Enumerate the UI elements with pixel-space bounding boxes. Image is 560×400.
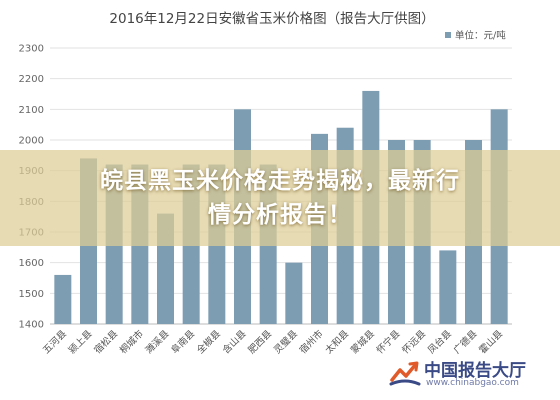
headline-banner — [0, 150, 560, 246]
headline-text: 皖县黑玉米价格走势揭秘，最新行 情分析报告！ — [40, 164, 520, 232]
x-axis-tick-labels: 五河县颍上县宿松县桐城市濉溪县阜南县全椒县含山县肥西县灵璧县宿州市太和县蒙城县怀… — [40, 327, 505, 356]
legend-swatch — [445, 32, 451, 38]
x-tick-label: 全椒县 — [194, 328, 223, 357]
y-tick-label: 2000 — [19, 136, 44, 147]
y-tick-label: 2200 — [19, 74, 44, 85]
watermark-logo: 中国报告大厅 www.chinabgao.com — [388, 356, 556, 392]
x-tick-label: 肥西县 — [246, 328, 274, 356]
x-tick-label: 颍上县 — [66, 328, 95, 357]
headline-line-1: 皖县黑玉米价格走势揭秘，最新行 — [100, 168, 460, 194]
x-tick-label: 宿州市 — [297, 327, 326, 356]
x-tick-label: 阜南县 — [169, 328, 198, 357]
x-tick-label: 怀宁县 — [374, 328, 403, 357]
chart-title: 2016年12月22日安徽省玉米价格图（报告大厅供图） — [109, 11, 434, 27]
x-tick-label: 含山县 — [220, 328, 249, 357]
x-tick-label: 凤台县 — [425, 328, 454, 357]
y-tick-label: 2300 — [19, 44, 44, 55]
x-tick-label: 怀远县 — [400, 328, 429, 357]
legend-label: 单位：元/吨 — [455, 30, 506, 42]
x-tick-label: 五河县 — [40, 328, 69, 357]
x-tick-label: 霍山县 — [477, 328, 505, 356]
x-tick-label: 濉溪县 — [143, 328, 172, 357]
x-tick-label: 广德县 — [451, 328, 480, 357]
bar — [285, 262, 303, 324]
y-tick-label: 1600 — [19, 258, 44, 269]
x-tick-label: 太和县 — [323, 328, 352, 357]
bar — [439, 250, 457, 324]
y-tick-label: 1400 — [19, 320, 44, 331]
headline-line-2: 情分析报告！ — [208, 202, 352, 228]
y-tick-label: 2100 — [19, 105, 44, 116]
y-tick-label: 1500 — [19, 289, 44, 300]
bar — [54, 274, 72, 324]
watermark-emblem-icon — [389, 361, 421, 386]
x-tick-label: 灵璧县 — [271, 328, 300, 357]
x-tick-label: 蒙城县 — [348, 328, 377, 357]
x-tick-label: 桐城市 — [117, 327, 146, 356]
watermark-url: www.chinabgao.com — [426, 378, 519, 388]
x-tick-label: 宿松县 — [92, 328, 121, 357]
watermark-name: 中国报告大厅 — [424, 361, 526, 381]
